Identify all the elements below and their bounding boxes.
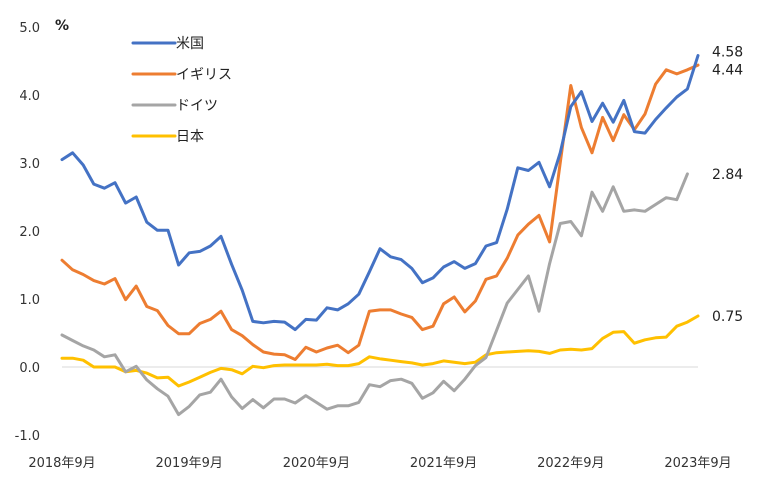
x-tick-label: 2018年9月	[28, 456, 95, 471]
legend-item[interactable]: 日本	[131, 129, 204, 145]
legend-label: 米国	[176, 36, 204, 52]
legend-label: イギリス	[176, 67, 232, 83]
y-tick-label: 3.0	[19, 157, 40, 172]
y-tick-label: 2.0	[19, 225, 40, 240]
series-line-1	[60, 63, 700, 361]
x-tick-label: 2019年9月	[156, 456, 223, 471]
end-value-label: 0.75	[712, 309, 743, 325]
x-axis-tick-labels: 2018年9月 2019年9月 2020年9月 2021年9月 2022年9月 2023年…	[28, 456, 731, 471]
x-tick-label: 2023年9月	[664, 456, 731, 471]
legend-label: ドイツ	[176, 98, 218, 114]
y-axis-tick-labels: 5.0 4.0 3.0 2.0 1.0 0.0 -1.0	[15, 21, 40, 444]
y-tick-label: -1.0	[15, 429, 40, 444]
x-tick-label: 2021年9月	[410, 456, 477, 471]
legend-item[interactable]: 米国	[131, 36, 204, 52]
end-value-label: 4.44	[712, 62, 743, 78]
y-tick-label: 0.0	[19, 361, 40, 376]
legend-label: 日本	[176, 129, 204, 145]
series-end-labels: 4.58 4.44 2.84 0.75	[712, 44, 743, 325]
x-tick-label: 2022年9月	[537, 456, 604, 471]
series-lines	[60, 54, 700, 417]
y-tick-label: 5.0	[19, 21, 40, 36]
y-axis-unit-label: %	[55, 18, 69, 34]
series-line-3	[60, 314, 700, 388]
end-value-label: 4.58	[712, 44, 743, 60]
end-value-label: 2.84	[712, 167, 743, 183]
y-tick-label: 4.0	[19, 89, 40, 104]
x-tick-label: 2020年9月	[283, 456, 350, 471]
legend-item[interactable]: イギリス	[131, 67, 232, 83]
series-line-0	[60, 54, 700, 332]
legend-item[interactable]: ドイツ	[131, 98, 218, 114]
y-tick-label: 1.0	[19, 293, 40, 308]
series-line-2	[60, 172, 689, 417]
